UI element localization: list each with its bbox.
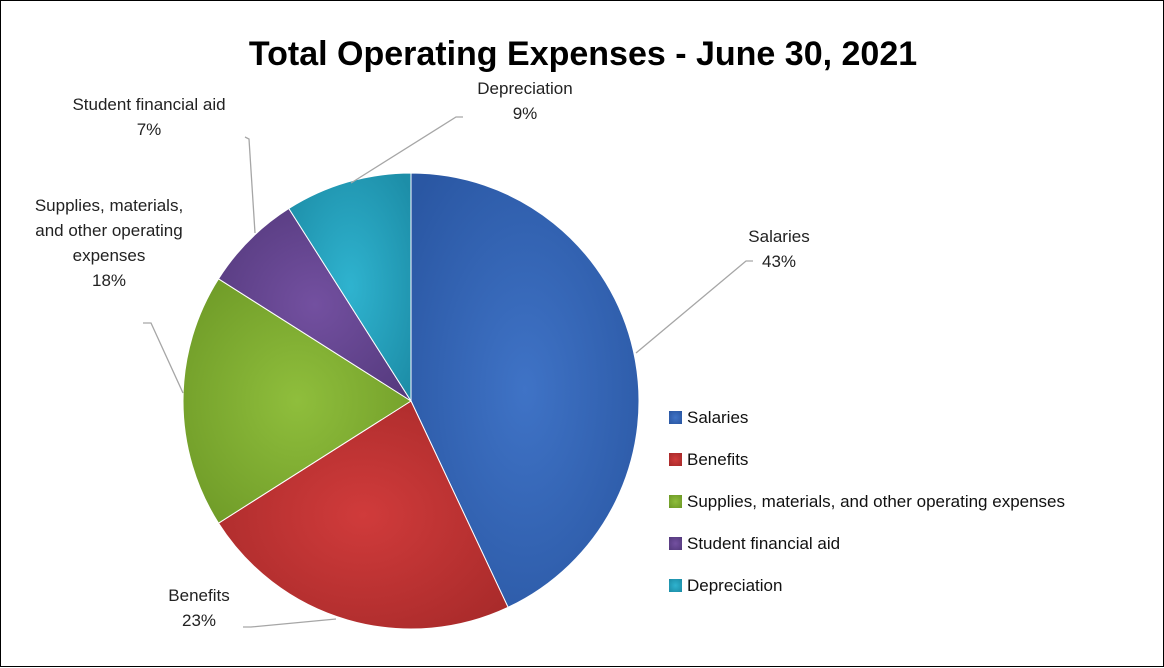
legend-swatch [669, 537, 682, 550]
leader-line-benefits [243, 618, 337, 628]
data-label-supplies-materials-and-other-operating-expenses: Supplies, materials, and other operating e… [35, 196, 183, 290]
leader-line-salaries [635, 260, 753, 354]
legend-label: Supplies, materials, and other operating… [687, 492, 1065, 511]
legend-item-supplies-materials-and-other-operating-expenses: Supplies, materials, and other operating… [669, 492, 1065, 511]
leader-line-depreciation [350, 116, 463, 184]
pie-slice-supplies-materials-and-other-operating-expenses [182, 278, 412, 524]
data-label-salaries: Salaries 43% [748, 227, 809, 271]
legend-swatch [669, 411, 682, 424]
legend-swatch [669, 495, 682, 508]
legend-swatch [669, 453, 682, 466]
leader-line-student-financial-aid [244, 136, 256, 234]
data-labels: Salaries 43% Benefits 23% Supplies, material… [35, 79, 810, 630]
data-label-benefits: Benefits 23% [168, 586, 229, 630]
leader-lines [143, 116, 753, 628]
legend: Salaries Benefits Supplies, materials, and… [669, 408, 1065, 595]
pie-slices [182, 172, 640, 630]
legend-item-benefits: Benefits [669, 450, 748, 469]
legend-item-student-financial-aid: Student financial aid [669, 534, 840, 553]
legend-label: Depreciation [687, 576, 782, 595]
pie-slice-salaries [410, 172, 640, 608]
data-label-student-financial-aid: Student financial aid 7% [72, 95, 225, 139]
legend-label: Benefits [687, 450, 748, 469]
legend-item-depreciation: Depreciation [669, 576, 782, 595]
pie-slice-benefits [217, 400, 509, 630]
data-label-depreciation: Depreciation 9% [477, 79, 572, 123]
chart-title: Total Operating Expenses - June 30, 2021 [249, 35, 917, 73]
pie-slice-depreciation [288, 172, 412, 403]
legend-item-salaries: Salaries [669, 408, 748, 427]
legend-label: Student financial aid [687, 534, 840, 553]
leader-line-supplies-materials-and-other-operating-expenses [143, 322, 184, 394]
legend-swatch [669, 579, 682, 592]
legend-label: Salaries [687, 408, 748, 427]
